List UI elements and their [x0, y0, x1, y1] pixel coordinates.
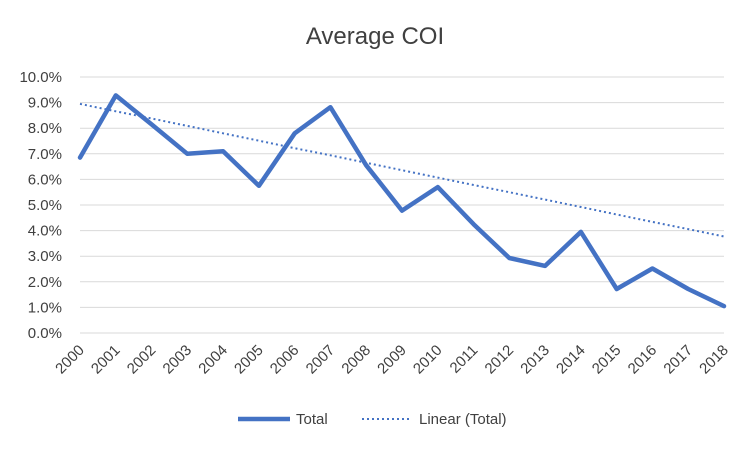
y-tick-label: 10.0%: [19, 69, 62, 86]
x-tick-label: 2004: [195, 342, 231, 378]
y-tick-label: 8.0%: [28, 120, 62, 137]
y-tick-label: 0.0%: [28, 325, 62, 342]
x-tick-label: 2006: [267, 342, 303, 378]
x-tick-label: 2012: [482, 342, 518, 378]
x-tick-label: 2005: [231, 342, 267, 378]
legend-total-label: Total: [296, 411, 328, 428]
x-axis-ticks: 2000 2001 2002 2003 2004 2005 2006 2007 2008 2009…: [52, 342, 732, 378]
y-axis-ticks: 0.0% 1.0% 2.0% 3.0% 4.0% 5.0% 6.0% 7.0% 8.0% 9.0%…: [19, 69, 62, 342]
y-tick-label: 5.0%: [28, 197, 62, 214]
legend: Total Linear (Total): [238, 411, 507, 428]
x-tick-label: 2008: [338, 342, 374, 378]
x-tick-label: 2001: [88, 342, 124, 378]
x-tick-label: 2010: [410, 342, 446, 378]
x-tick-label: 2000: [52, 342, 88, 378]
trendline-linear-total: [79, 102, 725, 238]
x-tick-label: 2007: [303, 342, 339, 378]
x-tick-label: 2002: [124, 342, 160, 378]
x-tick-label: 2017: [660, 342, 696, 378]
y-tick-label: 3.0%: [28, 248, 62, 265]
x-tick-label: 2003: [160, 342, 196, 378]
y-tick-label: 4.0%: [28, 223, 62, 240]
series-line-total: [77, 93, 727, 309]
gridlines: [80, 76, 724, 334]
x-tick-label: 2013: [517, 342, 553, 378]
x-tick-label: 2014: [553, 342, 589, 378]
y-tick-label: 9.0%: [28, 95, 62, 112]
x-tick-label: 2018: [696, 342, 732, 378]
y-tick-label: 2.0%: [28, 274, 62, 291]
x-tick-label: 2015: [589, 342, 625, 378]
y-tick-label: 1.0%: [28, 299, 62, 316]
chart-title: Average COI: [306, 23, 444, 50]
y-tick-label: 6.0%: [28, 171, 62, 188]
series-lines: [77, 93, 727, 309]
x-tick-label: 2009: [374, 342, 410, 378]
legend-linear-label: Linear (Total): [419, 411, 507, 428]
x-tick-label: 2011: [447, 342, 482, 377]
x-tick-label: 2016: [625, 342, 661, 378]
y-tick-label: 7.0%: [28, 146, 62, 163]
